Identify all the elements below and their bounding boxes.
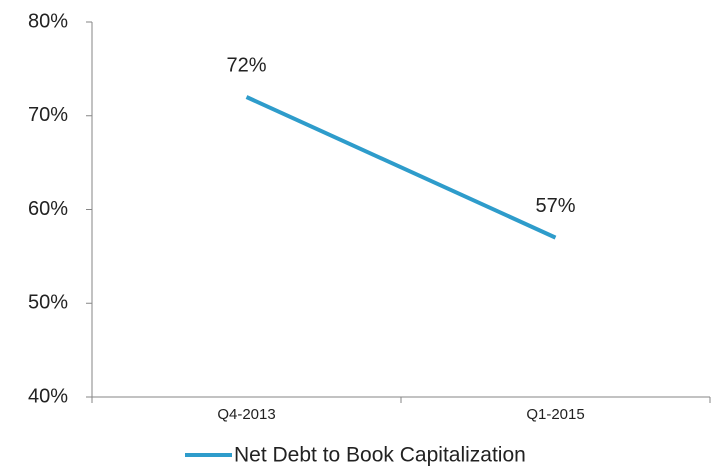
y-tick-label: 60% bbox=[28, 198, 68, 220]
x-tick-label: Q1-2015 bbox=[526, 406, 584, 423]
data-line bbox=[245, 95, 557, 240]
x-tick-label: Q4-2013 bbox=[217, 406, 275, 423]
y-tick-label: 40% bbox=[28, 385, 68, 407]
data-label: 72% bbox=[226, 54, 266, 76]
y-tick-label: 50% bbox=[28, 292, 68, 314]
y-tick-label: 70% bbox=[28, 104, 68, 126]
y-tick-label: 80% bbox=[28, 10, 68, 32]
legend-label: Net Debt to Book Capitalization bbox=[234, 444, 526, 467]
data-label: 57% bbox=[535, 195, 575, 217]
